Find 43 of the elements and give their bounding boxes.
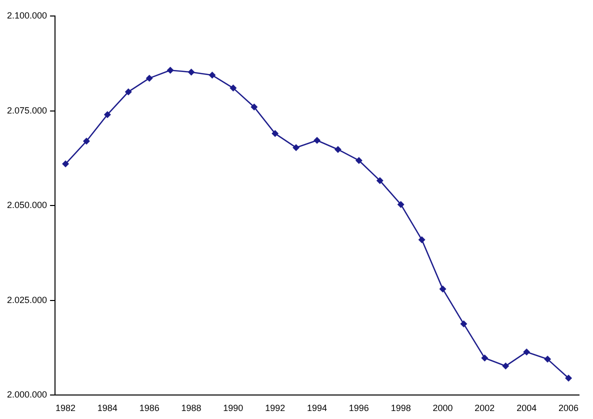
point	[460, 320, 468, 328]
point	[250, 104, 258, 111]
x-tick-label: 2000	[432, 403, 453, 414]
point	[376, 177, 384, 184]
point	[439, 286, 446, 293]
point	[62, 160, 70, 168]
x-tick-label: 1986	[139, 403, 160, 414]
point	[565, 374, 572, 382]
x-tick-label: 1992	[265, 403, 286, 414]
x-tick-label: 2002	[474, 403, 495, 414]
point	[82, 138, 90, 145]
x-tick-label: 1994	[307, 403, 328, 414]
point	[314, 136, 321, 144]
point	[397, 200, 404, 208]
point	[502, 362, 510, 370]
x-tick-label: 1988	[181, 403, 202, 414]
y-tick-label: 2.025.000	[6, 294, 48, 305]
x-tick-label: 1998	[390, 403, 411, 414]
point	[146, 74, 153, 82]
y-tick-label: 2.000.000	[6, 390, 48, 400]
y-tick-label: 2.050.000	[6, 200, 48, 210]
point	[188, 68, 195, 76]
x-tick-label: 1982	[56, 403, 76, 414]
point	[544, 356, 552, 363]
point	[208, 72, 216, 79]
x-tick-label: 2004	[516, 403, 537, 414]
x-tick-label: 1990	[223, 403, 244, 414]
x-tick-label: 1996	[348, 403, 369, 414]
point	[230, 84, 237, 92]
y-tick-label: 2.075.000	[6, 105, 48, 116]
point	[272, 130, 279, 138]
point	[523, 348, 530, 356]
point	[292, 144, 300, 152]
point	[334, 146, 342, 153]
point	[104, 111, 111, 118]
x-tick-label: 1984	[97, 403, 118, 414]
point	[418, 236, 426, 244]
x-tick-label: 2006	[558, 403, 579, 414]
point	[124, 88, 132, 96]
point	[355, 156, 362, 164]
point	[166, 66, 174, 74]
point	[481, 354, 488, 362]
y-tick-label: 2.100.000	[6, 10, 48, 20]
